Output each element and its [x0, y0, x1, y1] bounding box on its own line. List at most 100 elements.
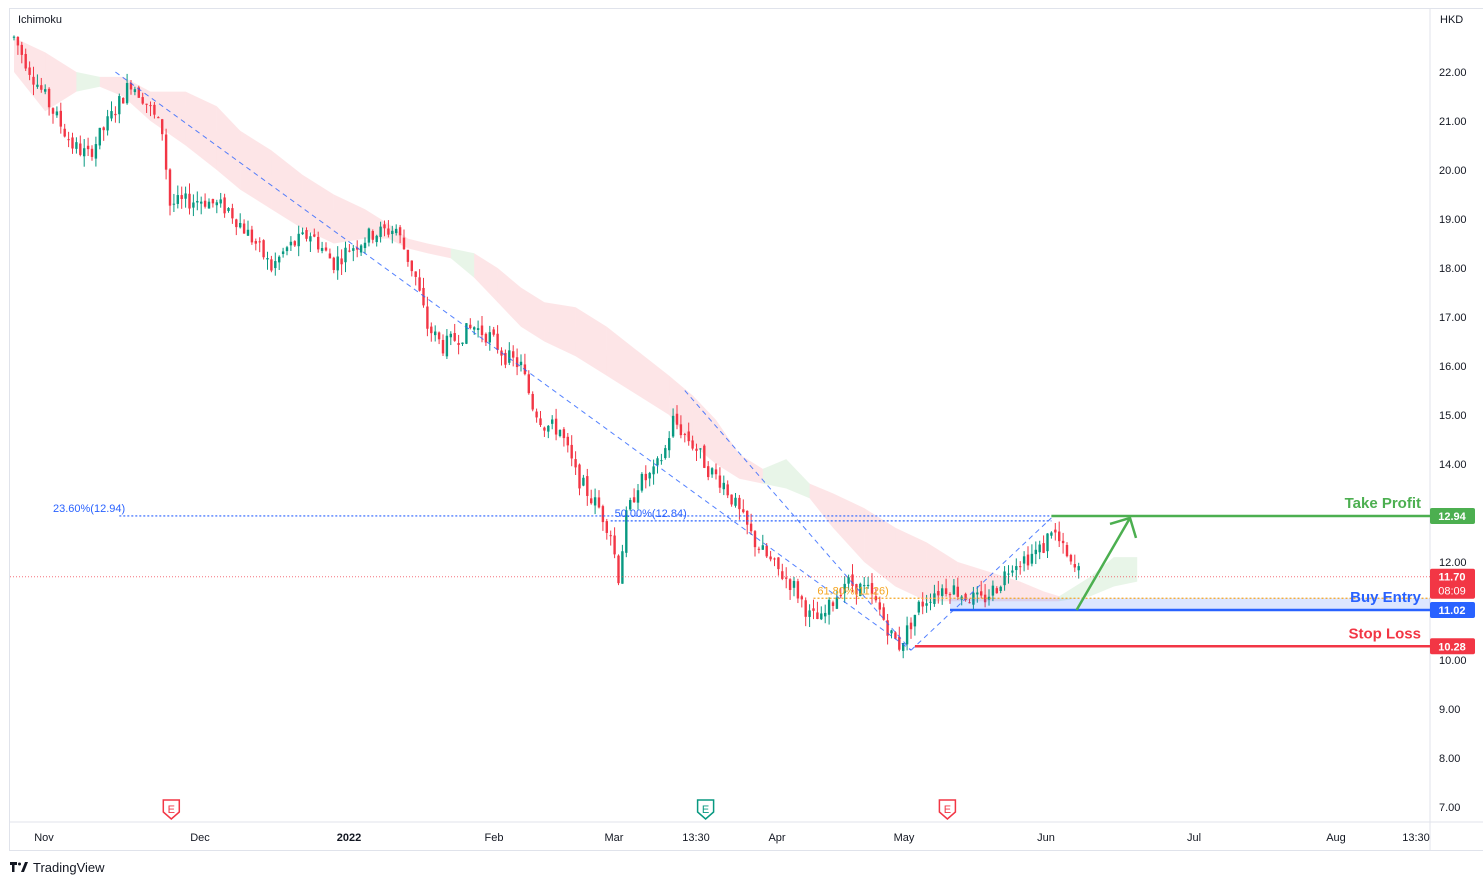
candle — [679, 415, 683, 439]
earnings-marker[interactable]: E — [162, 799, 181, 820]
candle — [703, 444, 706, 469]
candle — [141, 92, 144, 105]
candle-body — [905, 625, 909, 645]
candle-body — [441, 339, 445, 354]
candle-body — [1034, 549, 1037, 555]
candle — [749, 513, 753, 536]
candle-body — [972, 592, 975, 605]
candle — [28, 61, 31, 81]
candle-body — [391, 230, 394, 235]
candle — [671, 408, 675, 438]
candle-body — [827, 599, 831, 615]
candle-body — [554, 418, 558, 435]
candle — [453, 323, 456, 342]
earnings-marker-shape — [162, 799, 181, 820]
candle-body — [480, 325, 484, 336]
candle-body — [839, 595, 842, 597]
candle — [500, 347, 503, 366]
candle — [1038, 540, 1041, 560]
candle — [820, 606, 823, 621]
candle-body — [1058, 531, 1061, 542]
cloud-segment — [716, 419, 740, 479]
candle — [157, 116, 160, 119]
candle-body — [223, 197, 226, 214]
x-tick-label: May — [894, 832, 915, 844]
candle-body — [941, 588, 944, 596]
candle-body — [761, 545, 764, 550]
tradingview-brand[interactable]: TradingView — [10, 860, 105, 875]
candle-body — [648, 472, 651, 479]
cloud-segment — [544, 302, 576, 357]
earnings-marker[interactable]: E — [938, 799, 957, 820]
candle-body — [898, 636, 901, 650]
y-tick-label: 17.00 — [1439, 312, 1467, 324]
candle — [1022, 551, 1026, 572]
candle — [523, 353, 527, 376]
candle-body — [847, 577, 850, 584]
candle-body — [722, 482, 725, 490]
earnings-marker[interactable]: E — [696, 799, 715, 820]
candle — [890, 629, 893, 639]
x-tick-label: Feb — [485, 832, 504, 844]
candle-body — [980, 591, 983, 596]
candle-body — [547, 425, 550, 432]
candle — [172, 193, 176, 213]
candle-body — [929, 601, 932, 603]
candle — [894, 631, 897, 640]
candle — [305, 227, 308, 242]
candle — [796, 578, 800, 604]
candle — [847, 574, 850, 591]
candle-body — [153, 104, 156, 115]
candle-body — [519, 361, 523, 366]
candle-body — [613, 535, 616, 555]
cloud-segment — [638, 351, 670, 415]
candle — [67, 131, 70, 148]
candle-body — [430, 326, 433, 334]
candle-body — [699, 448, 702, 450]
cloud-segment — [521, 287, 545, 342]
candle-body — [118, 96, 121, 115]
cloud-segment — [365, 209, 389, 239]
candle — [215, 199, 218, 214]
candle-body — [317, 236, 320, 250]
candle-body — [98, 127, 101, 146]
candle-body — [188, 193, 191, 209]
candle — [293, 240, 296, 248]
price-tag-value: 10.28 — [1438, 641, 1466, 653]
candle — [1054, 522, 1057, 541]
fib-level-label: 23.60%(12.94) — [53, 503, 125, 515]
cloud-segment — [809, 483, 833, 528]
candle — [504, 349, 507, 369]
candle — [426, 296, 429, 337]
candle-body — [925, 603, 928, 606]
x-tick-label: Aug — [1326, 832, 1346, 844]
candle — [71, 132, 74, 154]
indicator-label[interactable]: Ichimoku — [18, 14, 63, 26]
candle — [515, 348, 519, 376]
candle — [371, 229, 374, 244]
candle — [313, 228, 316, 238]
trade-level-label: Buy Entry — [1350, 589, 1422, 606]
candle-body — [484, 333, 488, 343]
candle — [102, 126, 105, 141]
candle — [761, 534, 764, 550]
candle — [223, 193, 226, 218]
candle-body — [695, 448, 698, 451]
candle — [188, 183, 191, 215]
candle-body — [219, 199, 222, 204]
y-tick-label: 8.00 — [1439, 753, 1460, 765]
candle — [16, 36, 20, 55]
candle — [878, 596, 881, 616]
candle-body — [562, 429, 566, 439]
candle-body — [1069, 555, 1073, 562]
candle-body — [203, 200, 207, 207]
candle-body — [703, 445, 706, 468]
cloud-segment — [271, 150, 303, 229]
candle — [492, 326, 495, 337]
candle — [675, 405, 679, 430]
candle-body — [543, 427, 546, 431]
candle — [519, 354, 523, 372]
candle-body — [250, 229, 254, 243]
candle — [227, 207, 230, 213]
